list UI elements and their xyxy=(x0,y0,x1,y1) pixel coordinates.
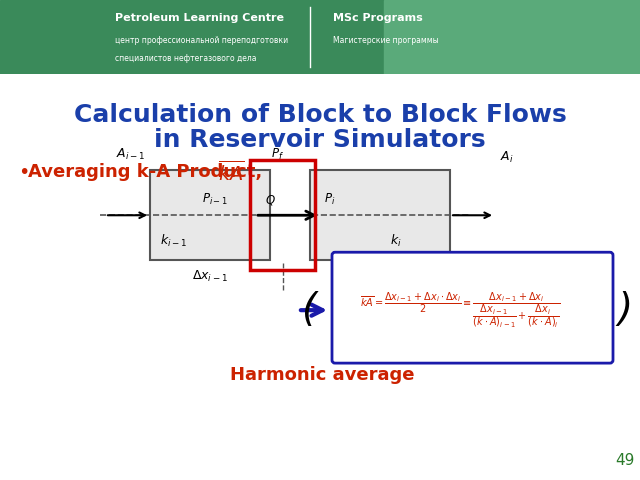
Text: специалистов нефтегазового дела: специалистов нефтегазового дела xyxy=(115,54,257,63)
Text: $\overline{kA}$: $\overline{kA}$ xyxy=(345,271,365,290)
Text: $P_{i-1}$: $P_{i-1}$ xyxy=(202,192,228,207)
Text: $\overline{kA}$: $\overline{kA}$ xyxy=(218,160,244,185)
Text: MSc Programs: MSc Programs xyxy=(333,13,422,23)
Text: $k_i$: $k_i$ xyxy=(390,233,402,249)
Text: $\dfrac{\Delta x_{i-1} + \Delta x_i}{\;\;}$: $\dfrac{\Delta x_{i-1} + \Delta x_i}{\;\… xyxy=(415,278,479,292)
Text: $P_f$: $P_f$ xyxy=(271,147,284,162)
Text: центр профессиональной переподготовки: центр профессиональной переподготовки xyxy=(115,36,289,45)
Text: $\Delta x_{i-1}$: $\Delta x_{i-1}$ xyxy=(192,269,228,284)
Text: •: • xyxy=(18,163,29,182)
Text: $\overline{kA}$: $\overline{kA}$ xyxy=(348,267,365,284)
Text: $k_{i-1}$: $k_{i-1}$ xyxy=(160,233,187,249)
Text: $\dfrac{\Delta x_{i-1} + \Delta x_i \cdot \Delta x_i}{2}$: $\dfrac{\Delta x_{i-1} + \Delta x_i \cdo… xyxy=(345,302,433,328)
Bar xyxy=(250,160,315,270)
FancyBboxPatch shape xyxy=(332,252,613,363)
Text: Averaging k-A Product,: Averaging k-A Product, xyxy=(28,163,269,181)
Text: $\overline{kA} =$: $\overline{kA} =$ xyxy=(345,287,374,303)
Text: in Reservoir Simulators: in Reservoir Simulators xyxy=(154,128,486,152)
Text: $\overline{kA}$: $\overline{kA}$ xyxy=(340,272,358,288)
Bar xyxy=(384,0,640,74)
Text: Магистерские программы: Магистерские программы xyxy=(333,36,438,45)
Bar xyxy=(310,170,450,260)
Text: $A_{i-1}$: $A_{i-1}$ xyxy=(116,147,145,162)
Text: Petroleum Learning Centre: Petroleum Learning Centre xyxy=(115,13,284,23)
Text: Harmonic average: Harmonic average xyxy=(230,366,415,384)
Text: $P_i$: $P_i$ xyxy=(324,192,335,207)
Text: $Q$: $Q$ xyxy=(264,193,275,207)
Text: Calculation of Block to Block Flows: Calculation of Block to Block Flows xyxy=(74,103,566,127)
Text: $A_i$: $A_i$ xyxy=(500,150,514,165)
Text: ): ) xyxy=(618,291,632,329)
Bar xyxy=(150,170,270,260)
Text: $\overline{kA} = \dfrac{\Delta x_{i-1}+\Delta x_i \cdot \Delta x_i}{2} \equiv \d: $\overline{kA} = \dfrac{\Delta x_{i-1}+\… xyxy=(360,290,561,330)
Text: 49: 49 xyxy=(615,453,635,468)
Text: $\Delta x_i$: $\Delta x_i$ xyxy=(370,269,390,284)
Text: (: ( xyxy=(303,291,317,329)
